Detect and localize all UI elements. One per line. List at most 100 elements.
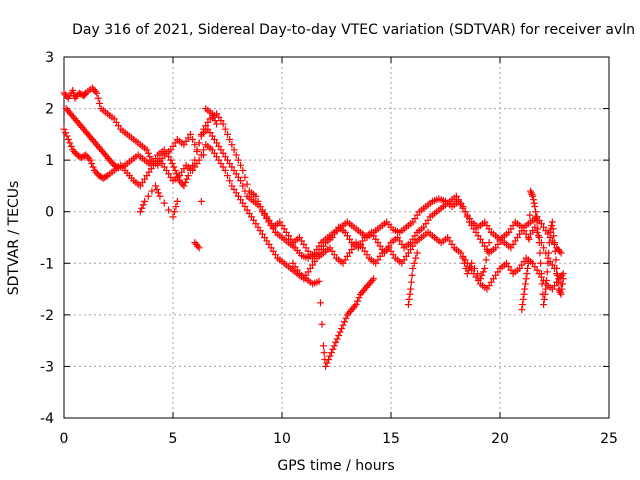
data-point [407, 285, 415, 293]
data-points [60, 84, 567, 370]
data-point [535, 232, 543, 240]
data-point [542, 285, 550, 293]
data-point [88, 160, 96, 168]
data-point [234, 156, 242, 164]
data-point [482, 256, 490, 264]
data-point [195, 139, 203, 147]
data-point [173, 170, 181, 178]
data-point [525, 235, 533, 243]
data-point [537, 259, 545, 267]
data-point [180, 182, 188, 190]
data-point [146, 153, 154, 161]
data-point [193, 148, 201, 156]
data-point [156, 192, 164, 200]
data-point [327, 349, 335, 357]
data-point [91, 87, 99, 95]
data-point [342, 314, 350, 322]
data-point [318, 320, 326, 328]
data-point [66, 139, 74, 147]
data-point [548, 221, 556, 229]
data-point [550, 232, 558, 240]
data-point [552, 256, 560, 264]
data-point [406, 290, 414, 298]
data-point [544, 259, 552, 267]
data-point [252, 192, 260, 200]
data-point [195, 244, 203, 252]
data-point [143, 146, 151, 154]
data-point [538, 280, 546, 288]
data-point [404, 301, 412, 309]
data-point [165, 206, 173, 214]
data-point [485, 239, 493, 247]
data-point [522, 275, 530, 283]
data-point [194, 242, 202, 250]
data-point [224, 130, 231, 138]
data-point [339, 321, 347, 329]
data-point [558, 280, 566, 288]
data-point [230, 146, 238, 154]
data-point [532, 213, 540, 221]
data-point [557, 249, 565, 257]
data-point [534, 225, 542, 233]
data-point [459, 203, 467, 211]
x-tick-label: 20 [491, 431, 509, 447]
data-point [169, 213, 177, 221]
data-point [237, 177, 245, 185]
data-point [138, 204, 146, 212]
data-point [144, 192, 152, 200]
data-point [232, 151, 240, 159]
data-point [540, 244, 548, 252]
data-point [535, 239, 543, 247]
data-point [553, 264, 561, 272]
data-point [479, 268, 487, 276]
data-point [144, 149, 152, 157]
data-point [228, 141, 236, 149]
data-point [315, 277, 323, 285]
data-point [460, 259, 468, 267]
data-point [186, 130, 194, 138]
data-point [148, 187, 156, 195]
data-point [531, 203, 539, 211]
data-point [317, 299, 325, 307]
data-point [549, 225, 557, 233]
data-point [484, 247, 492, 255]
data-point [410, 259, 418, 267]
data-point [518, 306, 526, 314]
data-point [370, 275, 378, 283]
y-tick-label: 0 [45, 205, 54, 221]
data-point [468, 259, 476, 267]
data-point [463, 270, 471, 278]
data-point [527, 189, 535, 197]
y-tick-label: 2 [45, 102, 54, 118]
data-point [173, 197, 181, 205]
data-point [332, 338, 340, 346]
data-point [221, 166, 229, 174]
data-point [160, 199, 168, 207]
data-point [219, 120, 227, 128]
data-point [200, 151, 208, 159]
data-point [533, 218, 541, 226]
data-point [548, 218, 556, 226]
data-point [189, 161, 197, 169]
data-point [519, 295, 527, 303]
data-point [102, 172, 110, 180]
data-point [94, 94, 102, 102]
data-point [89, 163, 97, 171]
data-point [529, 196, 537, 204]
data-point [86, 156, 94, 164]
data-point [168, 160, 176, 168]
data-point [171, 166, 179, 174]
data-point [354, 297, 362, 305]
data-point [239, 182, 247, 190]
data-point [61, 129, 69, 137]
data-point [186, 166, 194, 174]
data-point [409, 264, 417, 272]
data-point [181, 178, 189, 186]
y-tick-label: 1 [45, 153, 54, 169]
data-point [551, 247, 559, 255]
data-point [189, 136, 197, 144]
data-point [405, 295, 413, 303]
data-point [67, 142, 75, 150]
